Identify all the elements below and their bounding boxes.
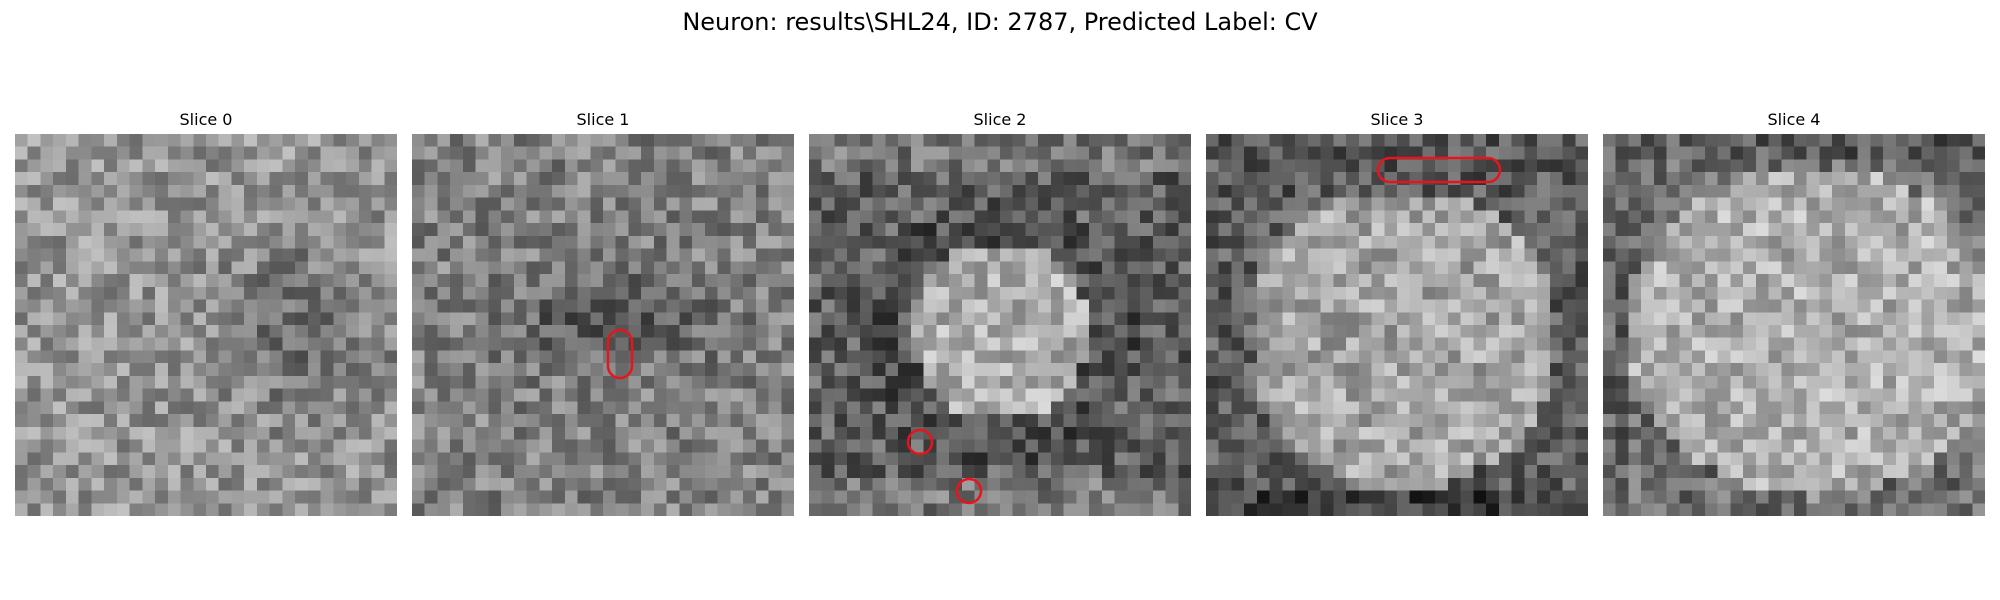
figure-title: Neuron: results\SHL24, ID: 2787, Predict… [682, 8, 1318, 36]
annotation-marker [955, 477, 983, 505]
slice-panel-0: Slice 0 [15, 108, 397, 518]
slice-image [1206, 134, 1588, 516]
slice-panel-3: Slice 3 [1206, 108, 1588, 518]
slice-title: Slice 2 [973, 110, 1027, 129]
slice-title: Slice 3 [1370, 110, 1424, 129]
annotation-marker [606, 328, 634, 380]
slice-image [1603, 134, 1985, 516]
slice-image [15, 134, 397, 516]
slice-panel-4: Slice 4 [1603, 108, 1985, 518]
slice-image [809, 134, 1191, 516]
annotation-marker [1376, 156, 1502, 184]
slice-panels: Slice 0 Slice 1 Slice 2 Slice 3 [15, 108, 1985, 528]
slice-image [412, 134, 794, 516]
slice-panel-1: Slice 1 [412, 108, 794, 518]
slice-panel-2: Slice 2 [809, 108, 1191, 518]
slice-title: Slice 1 [576, 110, 630, 129]
slice-title: Slice 4 [1767, 110, 1821, 129]
slice-title: Slice 0 [179, 110, 233, 129]
annotation-marker [906, 428, 934, 456]
